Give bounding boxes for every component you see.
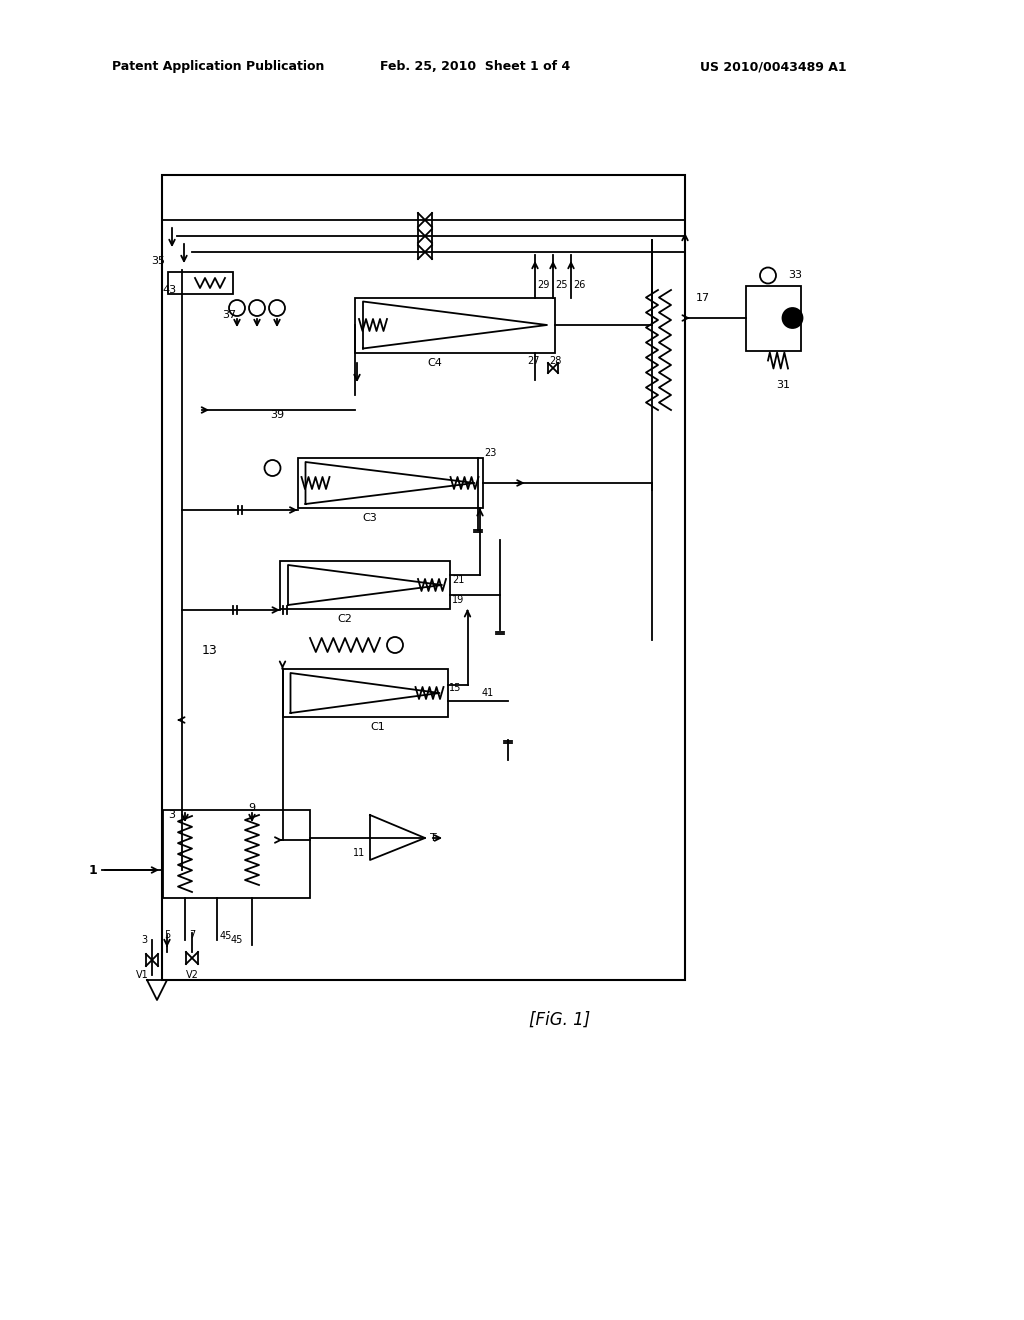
Text: 15: 15 [450,682,462,693]
Circle shape [760,268,776,284]
Text: 19: 19 [452,595,464,605]
Text: 43: 43 [162,285,176,294]
Text: 9: 9 [249,803,256,813]
Text: 26: 26 [573,281,586,290]
Text: V1: V1 [135,970,148,979]
Text: 31: 31 [776,380,790,391]
Text: 7: 7 [188,931,196,940]
Text: 21: 21 [452,576,464,585]
Text: 3: 3 [168,810,175,820]
Circle shape [229,300,245,315]
Text: 39: 39 [270,411,284,420]
Text: Patent Application Publication: Patent Application Publication [112,59,325,73]
Text: C4: C4 [428,358,442,367]
Bar [298,458,482,508]
Text: 11: 11 [352,847,365,858]
Text: 33: 33 [788,271,802,281]
Text: 25: 25 [555,281,567,290]
Text: 35: 35 [152,256,166,267]
Text: 1: 1 [88,863,97,876]
Bar [355,297,555,352]
Bar [745,285,801,351]
Bar [163,810,310,898]
Bar [162,176,685,979]
Text: 23: 23 [484,447,497,458]
Text: C2: C2 [338,614,352,624]
Circle shape [782,308,803,327]
Bar [283,669,447,717]
Circle shape [387,638,403,653]
Text: 41: 41 [481,688,494,698]
Circle shape [249,300,265,315]
Text: 28: 28 [549,355,561,366]
Text: C1: C1 [370,722,385,733]
Text: Feb. 25, 2010  Sheet 1 of 4: Feb. 25, 2010 Sheet 1 of 4 [380,59,570,73]
Text: 27: 27 [526,355,540,366]
Circle shape [269,300,285,315]
Text: 37: 37 [222,310,237,319]
Text: US 2010/0043489 A1: US 2010/0043489 A1 [700,59,847,73]
Text: T: T [430,833,437,843]
Text: V2: V2 [185,970,199,979]
Text: 45: 45 [230,935,243,945]
Text: 13: 13 [202,644,218,656]
Bar [168,272,232,294]
Text: 17: 17 [695,293,710,304]
Text: [FiG. 1]: [FiG. 1] [529,1011,591,1030]
Text: 29: 29 [537,281,549,290]
Text: 5: 5 [164,931,170,940]
Bar [280,561,450,609]
Circle shape [264,459,281,477]
Text: 45: 45 [220,931,232,941]
Text: C3: C3 [362,513,378,523]
Text: 3: 3 [141,935,147,945]
